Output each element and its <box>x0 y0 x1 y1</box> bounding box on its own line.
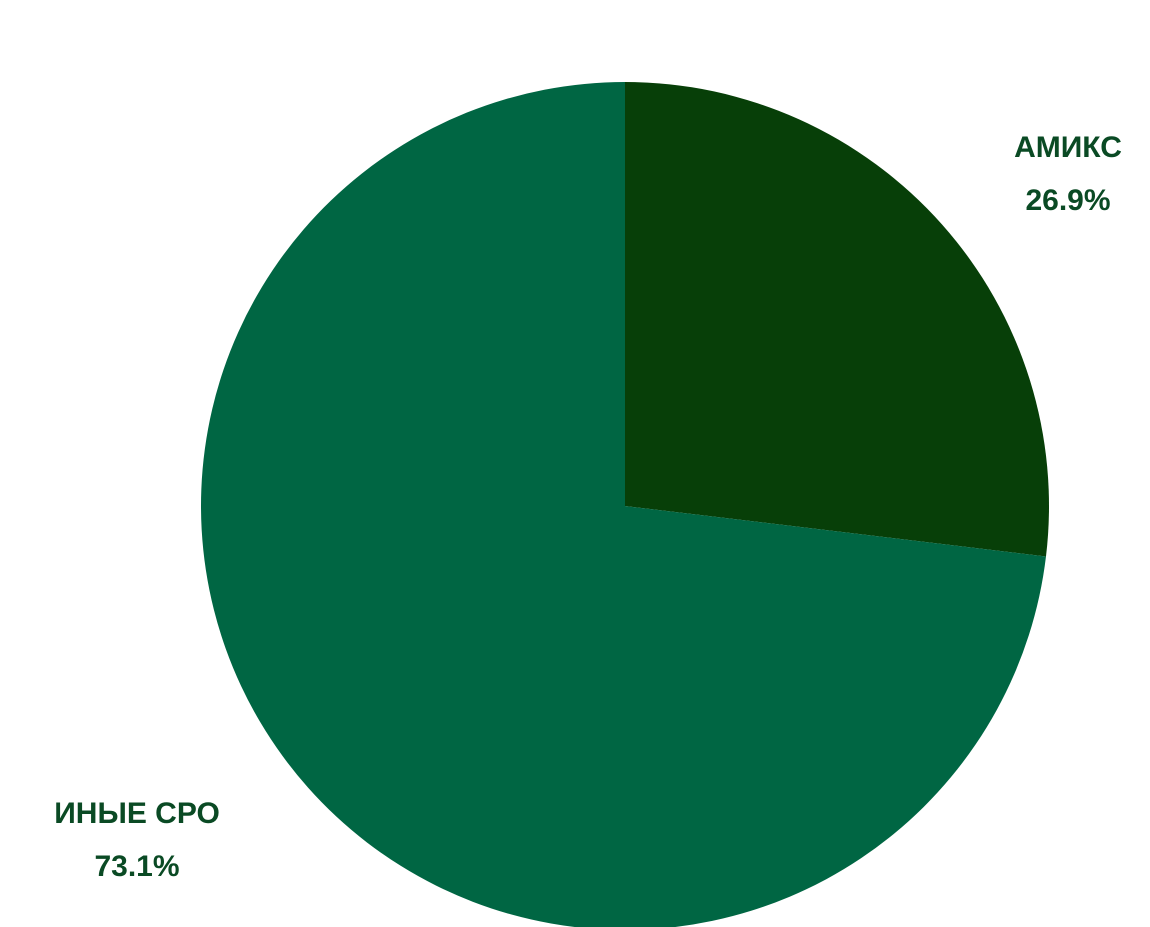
slice-value-amiks: 26.9% <box>1025 184 1110 217</box>
slice-label-other-sro: ИНЫЕ СРО <box>54 797 220 830</box>
pie-slice-other-sro <box>200 82 1046 927</box>
slice-label-amiks: АМИКС <box>1014 131 1122 164</box>
slice-value-other-sro: 73.1% <box>94 850 179 883</box>
pie-slice-amiks <box>625 82 1049 557</box>
